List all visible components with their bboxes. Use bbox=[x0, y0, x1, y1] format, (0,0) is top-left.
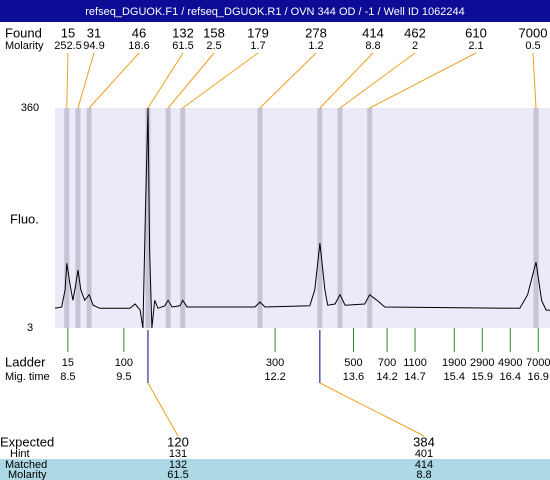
found-molarity: 2.1 bbox=[468, 40, 483, 52]
ladder-size: 1900 bbox=[442, 357, 466, 369]
peak-band bbox=[180, 108, 186, 328]
title: refseq_DGUOK.F1 / refseq_DGUOK.R1 / OVN … bbox=[85, 6, 464, 18]
ladder-time: 8.5 bbox=[60, 371, 75, 383]
ladder-size: 4900 bbox=[498, 357, 522, 369]
y-tick-label: 3 bbox=[27, 322, 33, 334]
found-size: 610 bbox=[465, 25, 487, 40]
found-molarity: 61.5 bbox=[172, 40, 193, 52]
found-label: Found bbox=[5, 25, 42, 40]
found-molarity: 18.6 bbox=[128, 40, 149, 52]
found-size: 278 bbox=[305, 25, 327, 40]
ladder-size: 1100 bbox=[403, 357, 427, 369]
ladder-size: 7000 bbox=[526, 357, 550, 369]
peak-band bbox=[75, 108, 81, 328]
found-molarity: 252.5 bbox=[54, 40, 82, 52]
found-molarity: 2.5 bbox=[206, 40, 221, 52]
leader bbox=[167, 52, 215, 109]
found-size: 31 bbox=[87, 25, 101, 40]
mig-time-label: Mig. time bbox=[5, 371, 50, 383]
y-tick-label: 360 bbox=[21, 102, 39, 114]
leader bbox=[369, 52, 477, 109]
peak-band bbox=[64, 108, 70, 328]
peak-band bbox=[337, 108, 343, 328]
found-size: 414 bbox=[362, 25, 384, 40]
found-molarity: 2 bbox=[412, 40, 418, 52]
leader bbox=[182, 52, 259, 109]
found-molarity: 1.2 bbox=[308, 40, 323, 52]
ladder-time: 16.4 bbox=[500, 371, 521, 383]
matched-band bbox=[0, 459, 550, 480]
leader bbox=[66, 52, 69, 109]
peak-band bbox=[165, 108, 171, 328]
leader bbox=[339, 52, 416, 109]
hint: 131 bbox=[169, 448, 187, 460]
found-size: 132 bbox=[172, 25, 194, 40]
ladder-size: 100 bbox=[115, 357, 133, 369]
ladder-time: 12.2 bbox=[264, 371, 285, 383]
leader bbox=[88, 52, 140, 109]
ladder-time: 16.9 bbox=[528, 371, 549, 383]
plot-area bbox=[55, 108, 550, 328]
ladder-label: Ladder bbox=[5, 354, 46, 369]
leader bbox=[532, 52, 537, 109]
peak-band bbox=[317, 108, 323, 328]
found-molarity: 8.8 bbox=[365, 40, 380, 52]
found-molarity: 1.7 bbox=[250, 40, 265, 52]
ladder-time: 13.6 bbox=[343, 371, 364, 383]
peak-band bbox=[145, 108, 151, 328]
found-size: 158 bbox=[203, 25, 225, 40]
peak-band bbox=[533, 108, 539, 328]
leader bbox=[77, 52, 95, 109]
found-size: 179 bbox=[247, 25, 269, 40]
molarity-label: Molarity bbox=[5, 40, 44, 52]
matched-molarity: 8.8 bbox=[416, 469, 431, 480]
ladder-time: 14.2 bbox=[376, 371, 397, 383]
leader bbox=[147, 52, 184, 109]
leader bbox=[259, 52, 317, 109]
found-size: 15 bbox=[61, 25, 75, 40]
trace bbox=[54, 107, 550, 329]
exp-molarity-label: Molarity bbox=[8, 469, 47, 480]
ladder-time: 14.7 bbox=[404, 371, 425, 383]
ladder-time: 15.9 bbox=[472, 371, 493, 383]
peak-band bbox=[86, 108, 92, 328]
found-size: 7000 bbox=[519, 25, 548, 40]
found-size: 462 bbox=[404, 25, 426, 40]
expected-size: 384 bbox=[413, 434, 435, 449]
matched: 132 bbox=[169, 459, 187, 471]
expected-label: Expected bbox=[0, 434, 54, 449]
ladder-size: 500 bbox=[344, 357, 362, 369]
expected-size: 120 bbox=[167, 434, 189, 449]
ladder-time: 9.5 bbox=[116, 371, 131, 383]
matched: 414 bbox=[415, 459, 433, 471]
ladder-size: 300 bbox=[266, 357, 284, 369]
found-size: 46 bbox=[132, 25, 146, 40]
match-leader bbox=[147, 382, 179, 437]
found-molarity: 94.9 bbox=[83, 40, 104, 52]
ladder-time: 15.4 bbox=[444, 371, 465, 383]
found-molarity: 0.5 bbox=[525, 40, 540, 52]
matched-molarity: 61.5 bbox=[167, 469, 188, 480]
peak-band bbox=[257, 108, 263, 328]
leader bbox=[319, 52, 374, 109]
hint-label: Hint bbox=[10, 448, 30, 460]
y-label: Fluo. bbox=[10, 211, 39, 226]
matched-label: Matched bbox=[5, 459, 47, 471]
match-leader bbox=[319, 382, 425, 437]
peak-band bbox=[367, 108, 373, 328]
hint: 401 bbox=[415, 448, 433, 460]
ladder-size: 2900 bbox=[470, 357, 494, 369]
ladder-size: 15 bbox=[62, 357, 74, 369]
title-bar bbox=[0, 0, 550, 22]
ladder-size: 700 bbox=[378, 357, 396, 369]
